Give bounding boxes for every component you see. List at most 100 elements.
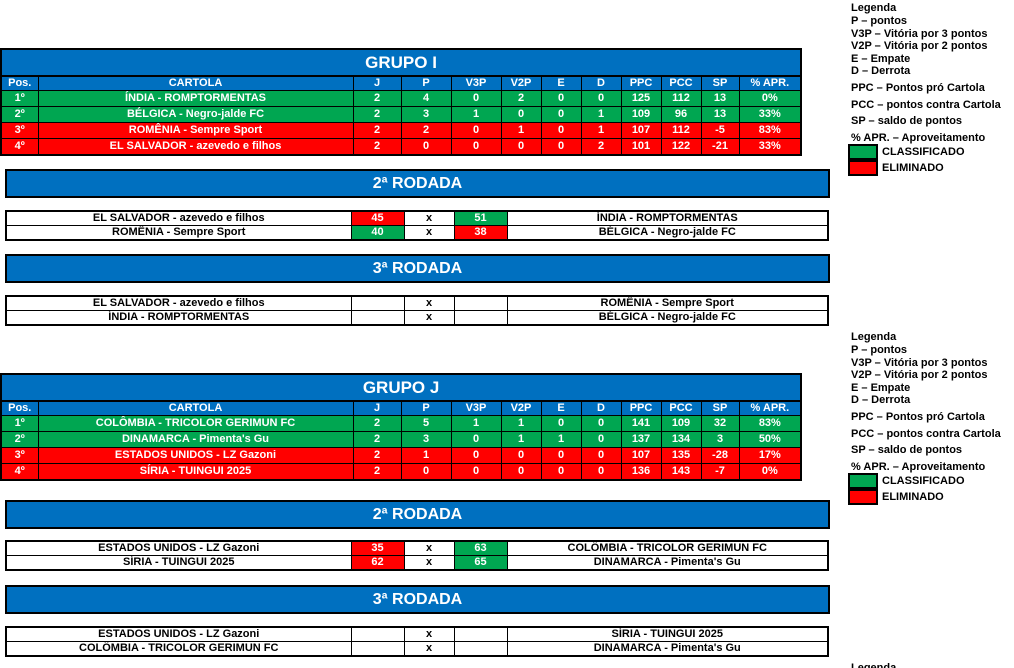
- cartola-cell: COLÔMBIA - TRICOLOR GERIMUN FC: [37, 415, 354, 432]
- apr-cell: 50%: [738, 431, 802, 448]
- versus-cell: x: [403, 210, 455, 226]
- away-score-cell[interactable]: [453, 295, 508, 311]
- standings-row: 2º DINAMARCA - Pimenta's Gu 2 3 0 1 1 0 …: [0, 431, 802, 448]
- j-cell: 2: [352, 122, 402, 139]
- versus-cell: x: [403, 225, 455, 241]
- home-score-cell[interactable]: [350, 310, 405, 326]
- away-score-cell[interactable]: 65: [453, 555, 508, 571]
- v2p-cell: 1: [500, 431, 542, 448]
- home-score-cell[interactable]: 45: [350, 210, 405, 226]
- away-score-cell[interactable]: [453, 641, 508, 657]
- e-cell: 0: [540, 122, 582, 139]
- away-score-cell[interactable]: 51: [453, 210, 508, 226]
- e-cell: 1: [540, 431, 582, 448]
- legend-line: % APR. – Aproveitamento: [851, 460, 986, 473]
- pos-cell: 2º: [0, 431, 39, 448]
- away-score-cell[interactable]: 38: [453, 225, 508, 241]
- apr-cell: 33%: [738, 106, 802, 123]
- apr-cell: 17%: [738, 447, 802, 464]
- ppc-cell: 107: [620, 122, 662, 139]
- home-score-cell[interactable]: [350, 641, 405, 657]
- ppc-cell: 136: [620, 463, 662, 481]
- home-score-cell[interactable]: [350, 295, 405, 311]
- standings-body: 1º ÍNDIA - ROMPTORMENTAS 2 4 0 2 0 0 125…: [0, 90, 802, 156]
- standings-header-cell: PCC: [660, 400, 702, 416]
- home-team-cell: ÍNDIA - ROMPTORMENTAS: [5, 310, 352, 326]
- j-cell: 2: [352, 138, 402, 156]
- sp-cell: 32: [700, 415, 740, 432]
- round-3-banner-group-i: 3ª RODADA: [5, 254, 830, 283]
- standings-row: 2º BÉLGICA - Negro-jalde FC 2 3 1 0 0 1 …: [0, 106, 802, 123]
- home-team-cell: EL SALVADOR - azevedo e filhos: [5, 210, 352, 226]
- legend-line: E – Empate: [851, 52, 911, 65]
- v3p-cell: 0: [450, 447, 502, 464]
- p-cell: 3: [400, 106, 452, 123]
- away-score-cell[interactable]: [453, 626, 508, 642]
- p-cell: 4: [400, 90, 452, 107]
- group-title-row: GRUPO I: [0, 48, 803, 77]
- standings-header-cell: % APR.: [738, 400, 802, 416]
- legend-line: PPC – Pontos pró Cartola: [851, 410, 985, 423]
- legend-line: % APR. – Aproveitamento: [851, 131, 986, 144]
- match-row: ESTADOS UNIDOS - LZ Gazoni x SÍRIA - TUI…: [5, 626, 829, 642]
- standings-header-cell: Pos.: [0, 400, 39, 416]
- pcc-cell: 112: [660, 90, 702, 107]
- ppc-cell: 107: [620, 447, 662, 464]
- v2p-cell: 0: [500, 138, 542, 156]
- home-team-cell: ESTADOS UNIDOS - LZ Gazoni: [5, 626, 352, 642]
- match-row: ESTADOS UNIDOS - LZ Gazoni 35 x 63 COLÔM…: [5, 540, 829, 556]
- versus-cell: x: [403, 540, 455, 556]
- away-team-cell: ÍNDIA - ROMPTORMENTAS: [506, 210, 829, 226]
- standings-row: 4º SÍRIA - TUINGUI 2025 2 0 0 0 0 0 136 …: [0, 463, 802, 481]
- apr-cell: 33%: [738, 138, 802, 156]
- cartola-cell: DINAMARCA - Pimenta's Gu: [37, 431, 354, 448]
- standings-header-cell: SP: [700, 400, 740, 416]
- home-score-cell[interactable]: 62: [350, 555, 405, 571]
- apr-cell: 83%: [738, 415, 802, 432]
- v2p-cell: 0: [500, 463, 542, 481]
- round-3-banner-group-j: 3ª RODADA: [5, 585, 830, 614]
- ppc-cell: 101: [620, 138, 662, 156]
- pos-cell: 3º: [0, 122, 39, 139]
- home-score-cell[interactable]: [350, 626, 405, 642]
- v2p-cell: 1: [500, 122, 542, 139]
- legend-key-eliminated: ELIMINADO: [848, 160, 1014, 177]
- legend-line: SP – saldo de pontos: [851, 444, 963, 457]
- d-cell: 2: [580, 138, 622, 156]
- standings-header-cell: J: [352, 75, 402, 91]
- home-team-cell: EL SALVADOR - azevedo e filhos: [5, 295, 352, 311]
- versus-cell: x: [403, 555, 455, 571]
- home-score-cell[interactable]: 35: [350, 540, 405, 556]
- standings-header-cell: D: [580, 75, 622, 91]
- sp-cell: 13: [700, 90, 740, 107]
- versus-cell: x: [403, 626, 455, 642]
- home-score-cell[interactable]: 40: [350, 225, 405, 241]
- round-2-banner-group-i: 2ª RODADA: [5, 169, 830, 198]
- away-team-cell: BÉLGICA - Negro-jalde FC: [506, 310, 829, 326]
- cartola-cell: BÉLGICA - Negro-jalde FC: [37, 106, 354, 123]
- eliminated-color-swatch: [848, 489, 878, 506]
- legend-line: V2P – Vitória por 2 pontos: [851, 40, 988, 53]
- away-score-cell[interactable]: 63: [453, 540, 508, 556]
- j-cell: 2: [352, 90, 402, 107]
- standings-header-row: Pos. CARTOLA J P V3P V2P E D PPC PCC SP% APR.: [0, 400, 802, 416]
- standings-header-cell: V3P: [450, 75, 502, 91]
- standings-header-cell: P: [400, 400, 452, 416]
- e-cell: 0: [540, 138, 582, 156]
- legend-line: PPC – Pontos pró Cartola: [851, 81, 985, 94]
- standings-header-cell: V3P: [450, 400, 502, 416]
- standings-header-cell: E: [540, 400, 582, 416]
- p-cell: 1: [400, 447, 452, 464]
- legend-title: Legenda: [851, 2, 897, 14]
- ppc-cell: 109: [620, 106, 662, 123]
- pos-cell: 3º: [0, 447, 39, 464]
- sp-cell: 13: [700, 106, 740, 123]
- standings-header-cell: % APR.: [738, 75, 802, 91]
- sp-cell: -28: [700, 447, 740, 464]
- legend-key-classified: CLASSIFICADO: [848, 144, 1014, 161]
- ppc-cell: 125: [620, 90, 662, 107]
- d-cell: 0: [580, 415, 622, 432]
- away-team-cell: COLÔMBIA - TRICOLOR GERIMUN FC: [506, 540, 829, 556]
- away-score-cell[interactable]: [453, 310, 508, 326]
- match-row: COLÔMBIA - TRICOLOR GERIMUN FC x DINAMAR…: [5, 641, 829, 657]
